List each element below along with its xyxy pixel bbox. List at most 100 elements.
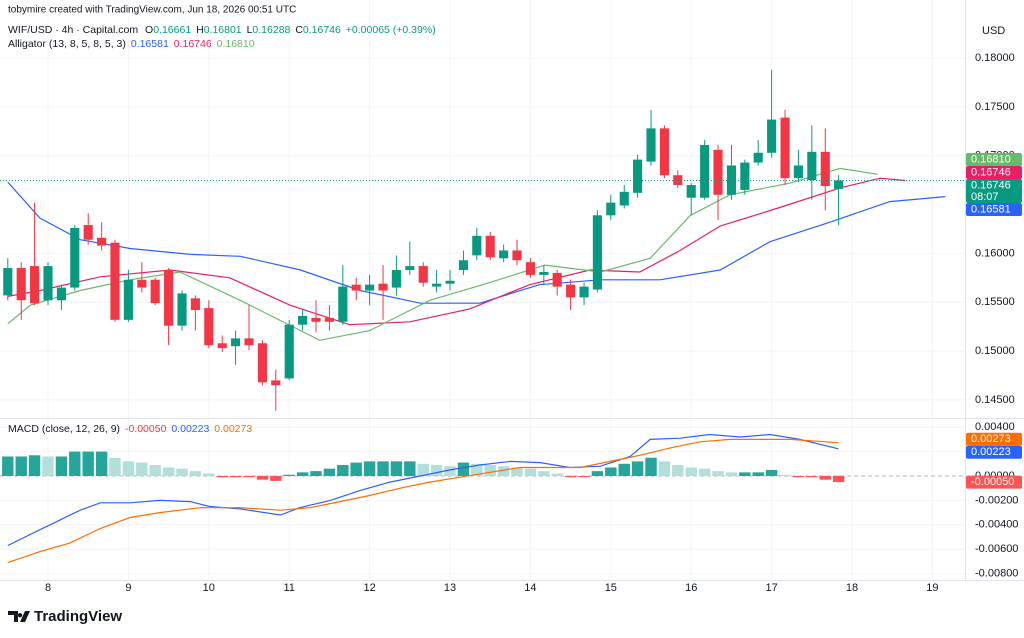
histogram-bar [779,474,791,476]
indicator-name: Alligator (13, 8, 5, 8, 5, 3) [8,38,126,50]
alligator-legend: Alligator (13, 8, 5, 8, 5, 3) 0.16581 0.… [8,38,255,50]
candle-body [499,250,509,259]
y-tick-label: 0.16000 [975,247,1015,259]
candle-body [43,266,53,301]
candle-body [3,268,13,296]
candle-body [123,279,133,320]
candle-body [150,279,160,304]
histogram-bar [404,461,416,476]
histogram-bar [605,467,617,476]
candle-body [767,119,777,153]
candle-body [512,250,522,261]
histogram-bar [672,465,684,476]
x-tick-label: 17 [766,582,778,594]
candle-body [458,260,469,271]
change: +0.00065 (+0.39%) [346,24,436,36]
x-tick-label: 15 [605,582,617,594]
candle-body [834,180,844,189]
candle-body [713,149,723,195]
histogram-bar [323,468,336,476]
histogram-bar [136,462,148,476]
macd-legend: MACD (close, 12, 26, 9) -0.00050 0.00223… [8,423,252,435]
histogram-bar [109,457,121,476]
histogram-bar [457,462,470,476]
histogram-bar [162,467,175,476]
histogram-bar [739,472,751,476]
candle-body [311,317,321,322]
candle-body [673,175,683,186]
candle-body [753,152,763,163]
histogram-bar [28,455,41,476]
ohlc-value: 0.16661 [153,24,191,36]
x-tick-label: 19 [926,582,938,594]
histogram-bar [524,468,537,476]
histogram-bar [658,461,671,476]
histogram-bar [256,475,269,480]
price-tag-label: 0.16746 [971,179,1011,191]
candle-body [257,343,268,383]
candle-body [700,144,710,198]
candle-body [378,283,388,291]
candle-body [83,225,93,240]
histogram-bar [176,468,188,476]
price-tag [966,152,1022,166]
candle-body [793,165,803,179]
candle-body [164,270,174,326]
histogram-bar [122,461,135,476]
histogram-bar [310,471,322,476]
histogram-bar [203,473,215,476]
lips-value: 0.16810 [217,38,255,50]
candle-body [338,286,348,322]
histogram-bar [685,467,697,476]
histogram-bar [149,465,161,476]
symbol: WIF/USD · 4h · Capital.com [8,24,138,36]
histogram-bar [497,466,510,476]
ohlc-label: H [196,24,204,36]
y-tick-label: 0.15000 [975,345,1015,357]
histogram-bar [792,475,805,478]
price-tag [966,202,1022,216]
currency: USD [982,25,1005,37]
candle-body [820,151,830,186]
histogram-bar [484,465,496,476]
jaw-value: 0.16581 [131,38,169,50]
candle-body [552,272,562,287]
candle-body [244,338,254,346]
candle-body [324,317,334,322]
candle-body [271,380,281,386]
brand: TradingView [34,608,122,625]
histogram-bar [82,451,94,476]
y-tick-label: -0.00600 [975,543,1018,555]
logo: TradingView [8,608,122,625]
histogram-bar [55,456,68,476]
histogram-bar [229,475,242,478]
candle-body [686,185,696,198]
candle-body [110,242,120,320]
candle-body [217,343,227,349]
symbol-legend: WIF/USD · 4h · Capital.com O0.16661 H0.1… [8,24,436,36]
histogram-bar [725,472,738,476]
candle-body [405,266,415,271]
price-tag-label: 0.16746 [971,166,1011,178]
histogram-bar [350,462,362,476]
indicator-name: MACD (close, 12, 26, 9) [8,423,120,435]
y-tick-label: 0.18000 [975,52,1015,64]
x-tick-label: 12 [363,582,375,594]
candle-body [177,293,187,326]
candle-body [97,237,107,246]
grid [0,0,965,580]
histogram-bar [645,457,657,476]
histogram-bar [216,475,228,478]
price-tag-label: 0.16581 [971,203,1011,215]
histogram-bar [337,465,349,476]
histogram-bar [390,461,403,476]
ohlc-label: O [145,24,153,36]
signal-value: 0.00273 [214,423,252,435]
histogram-bar [698,468,711,476]
histogram-value: -0.00050 [125,423,167,435]
candle-body [726,165,736,195]
y-tick-label: 0.00400 [975,421,1015,433]
